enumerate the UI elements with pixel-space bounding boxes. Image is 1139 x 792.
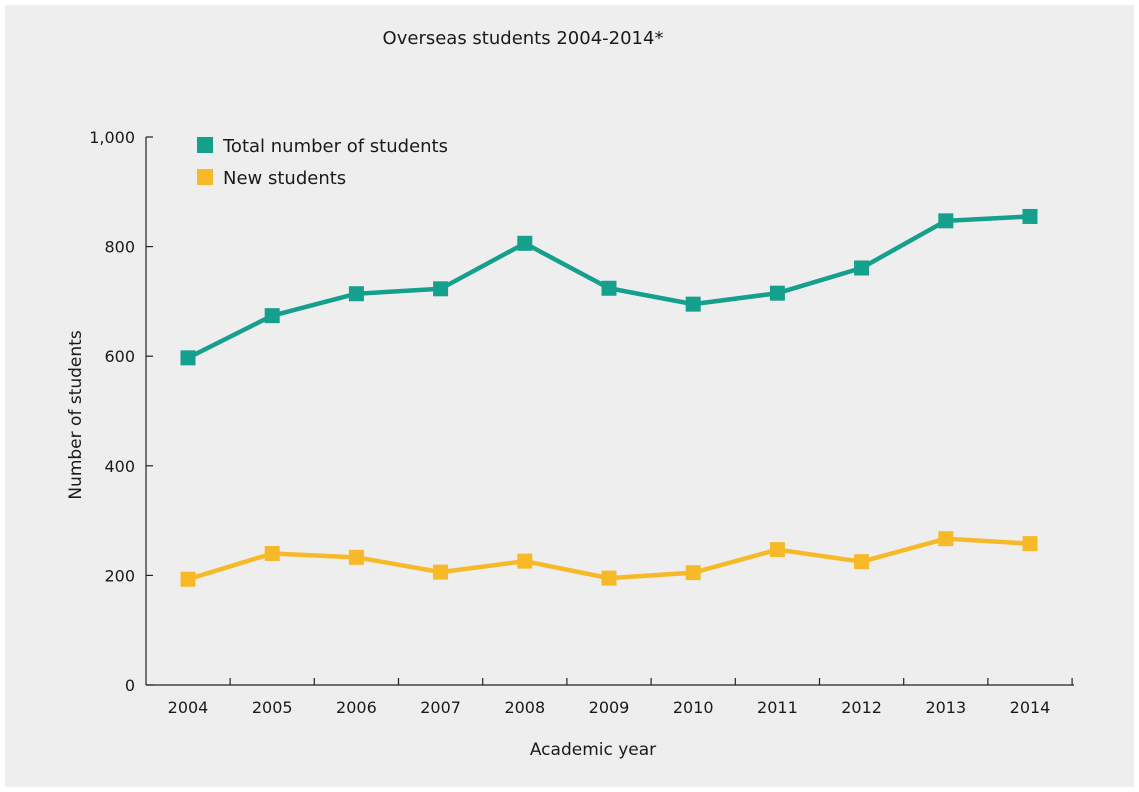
x-tick-label: 2008 [504,698,545,717]
y-tick-label: 0 [125,676,135,695]
x-tick-label: 2007 [420,698,461,717]
data-point [433,281,449,297]
data-point [769,285,785,301]
data-point [433,564,449,580]
y-tick-label: 200 [104,566,135,585]
data-point [685,296,701,312]
legend-swatch [197,169,213,185]
legend-label: Total number of students [222,136,448,157]
y-axis-label: Number of students [66,330,86,499]
data-point [938,213,954,229]
y-tick-label: 400 [104,457,135,476]
data-point [1022,208,1038,224]
x-tick-label: 2012 [841,698,882,717]
data-point [180,571,196,587]
series-layer [180,208,1038,587]
legend: Total number of students New students [197,136,448,189]
x-tick-label: 2013 [925,698,966,717]
data-point [601,570,617,586]
data-point [348,286,364,302]
data-point [1022,536,1038,552]
x-tick-label: 2014 [1010,698,1051,717]
x-axis-label: Academic year [530,740,656,760]
data-point [601,280,617,296]
legend-item: Total number of students [197,136,448,157]
chart-title: Overseas students 2004-2014* [383,28,664,49]
chart-panel: Overseas students 2004-2014* Academic ye… [5,5,1134,787]
line-chart: Overseas students 2004-2014* Academic ye… [66,28,1074,760]
series-new-students [180,531,1038,587]
data-point [685,565,701,581]
legend-item: New students [197,168,346,189]
data-point [180,350,196,366]
data-point [938,531,954,547]
y-tick-label: 800 [104,238,135,257]
legend-swatch [197,137,213,153]
y-tick-label: 600 [104,347,135,366]
data-point [517,553,533,569]
x-tick-label: 2005 [252,698,293,717]
x-tick-label: 2011 [757,698,798,717]
data-point [348,549,364,565]
series-total-students [180,208,1038,366]
data-point [854,554,870,570]
x-tick-label: 2006 [336,698,377,717]
legend-label: New students [223,168,346,189]
data-point [264,308,280,324]
x-tick-label: 2009 [589,698,630,717]
y-tick-label: 1,000 [89,128,135,147]
data-point [854,260,870,276]
x-tick-label: 2004 [168,698,209,717]
data-point [769,542,785,558]
data-point [264,545,280,561]
axes: 0 200 400 600 800 1,000 2004 2005 2006 2007 2008 20… [89,128,1074,717]
x-tick-label: 2010 [673,698,714,717]
data-point [517,235,533,251]
